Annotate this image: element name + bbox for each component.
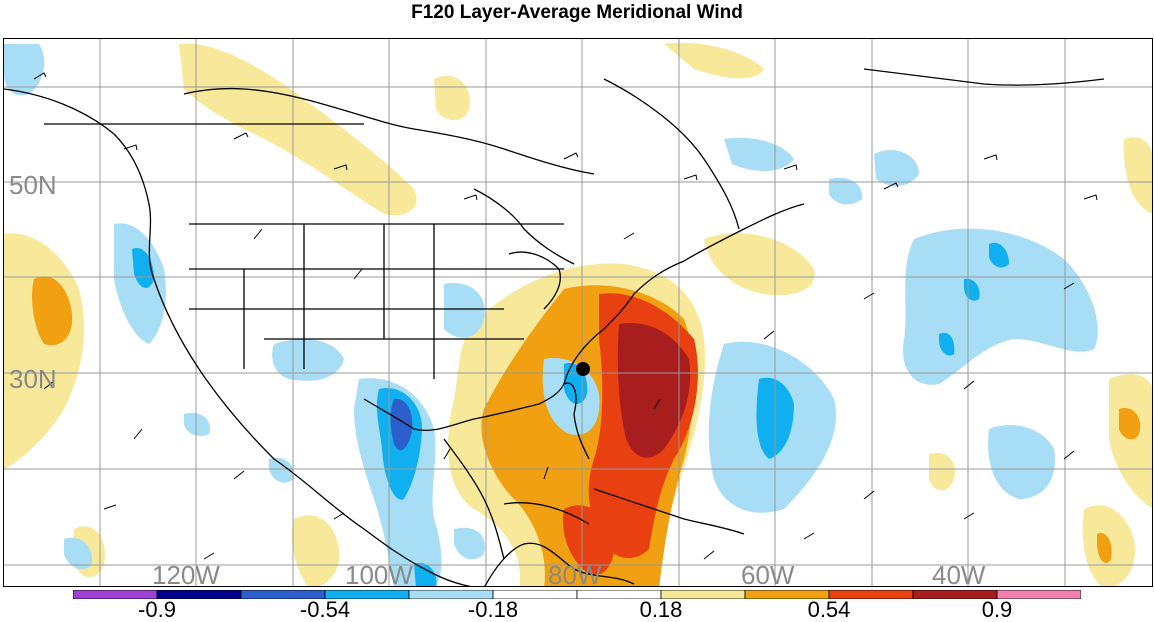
lon-label-60w: 60W — [741, 560, 795, 587]
colorbar-tick-label: -0.9 — [138, 597, 176, 622]
lon-label-120w: 120W — [152, 560, 220, 587]
colorbar-swatches — [73, 590, 1081, 599]
map-panel: 50N 30N 120W 100W 80W 60W 40W — [3, 38, 1153, 587]
storm-center-dot — [576, 362, 590, 376]
colorbar-tick-label: 0.9 — [981, 597, 1013, 622]
colorbar-tick-label: -0.54 — [299, 597, 351, 622]
coastlines — [4, 68, 1105, 586]
map-title: F120 Layer-Average Meridional Wind — [411, 2, 743, 23]
colorbar-tick-label: 0.54 — [807, 597, 851, 622]
colorbar-tick-label: -0.18 — [467, 597, 519, 622]
lon-label-80w: 80W — [548, 560, 602, 587]
wind-barbs — [33, 72, 1098, 560]
colorbar — [73, 590, 1081, 599]
lat-label-30n: 30N — [9, 364, 57, 394]
graticule — [4, 39, 1152, 586]
meridional-wind-map: 50N 30N 120W 100W 80W 60W 40W — [4, 39, 1152, 587]
colorbar-tick-label: 0.18 — [639, 597, 683, 622]
lon-label-40w: 40W — [932, 560, 986, 587]
colorbar-swatch — [996, 590, 1081, 599]
lon-label-100w: 100W — [345, 560, 413, 587]
lat-label-50n: 50N — [9, 170, 57, 200]
